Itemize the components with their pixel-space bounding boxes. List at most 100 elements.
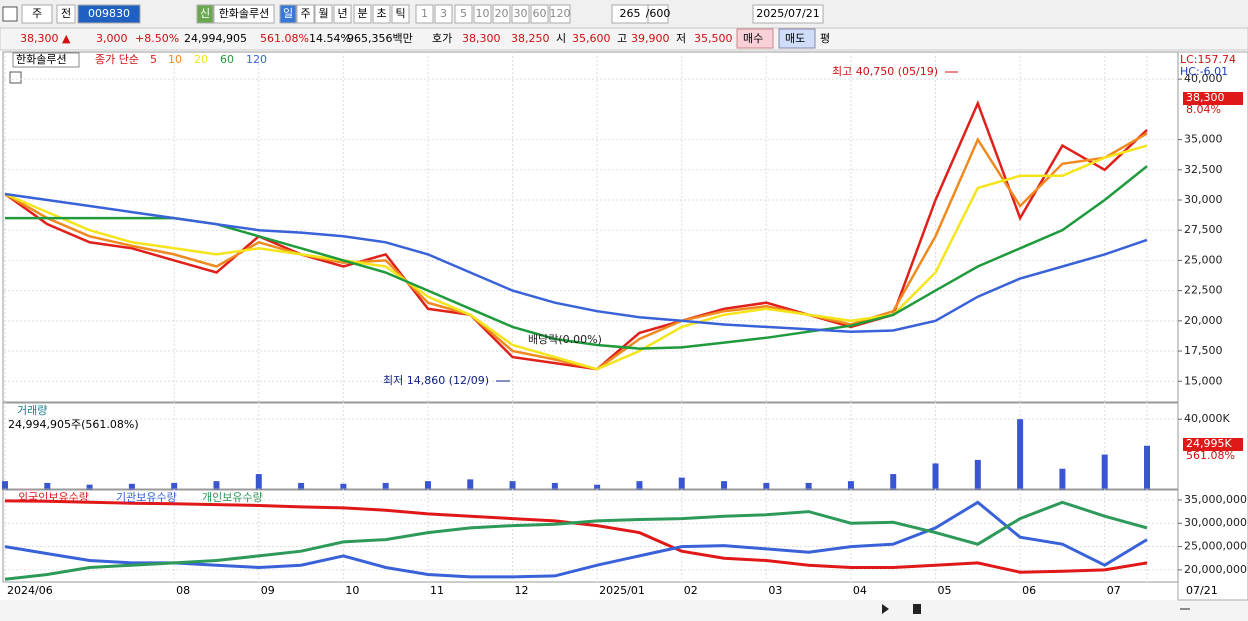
toolbar-text[interactable]: 2025/07/21: [756, 7, 819, 20]
toolbar-button[interactable]: [473, 4, 492, 24]
y-tick-label: 27,500: [1184, 223, 1223, 236]
toolbar-button[interactable]: [549, 4, 571, 24]
legend-entry[interactable]: 60: [220, 53, 234, 66]
toolbar-button[interactable]: [530, 4, 549, 24]
y-tick-label: 25,000,000: [1184, 540, 1247, 553]
toolbar-text[interactable]: 주: [300, 7, 310, 20]
toolbar-text[interactable]: 1: [421, 7, 428, 20]
play-icon[interactable]: [882, 604, 889, 614]
series-line: [4, 192, 1148, 333]
last-price-label: 38,300: [1186, 91, 1225, 104]
toolbar-text[interactable]: 10: [476, 7, 490, 20]
bottom-controls: [882, 604, 1190, 614]
legend-entry[interactable]: 10: [168, 53, 182, 66]
stop-icon[interactable]: [913, 604, 921, 614]
toolbar-button[interactable]: [511, 4, 530, 24]
toolbar-text[interactable]: 60: [533, 7, 547, 20]
toolbar-button[interactable]: [213, 4, 275, 24]
x-tick-label: 09: [261, 584, 275, 597]
volume-bar: [1144, 445, 1150, 490]
panel-frame: [2, 401, 1179, 491]
sell-button[interactable]: [778, 28, 816, 49]
last-volume-box: [1183, 438, 1243, 451]
x-tick-label: 03: [768, 584, 782, 597]
toolbar-text[interactable]: 틱: [395, 7, 405, 20]
toolbar-text[interactable]: 3: [440, 7, 447, 20]
volume-bar: [932, 463, 939, 490]
toolbar-text[interactable]: 전: [61, 7, 71, 20]
volume-bar: [551, 482, 558, 490]
toolbar-text[interactable]: /600: [646, 7, 671, 20]
legend-entry[interactable]: 120: [246, 53, 267, 66]
toolbar-button[interactable]: [333, 4, 352, 24]
toolbar-button[interactable]: [296, 4, 315, 24]
x-tick-label: 2024/06: [7, 584, 53, 597]
legend-entry[interactable]: 개인보유수량: [202, 491, 263, 504]
x-tick-label: 10: [345, 584, 359, 597]
toolbar-button[interactable]: [56, 4, 76, 24]
table-icon[interactable]: [9, 71, 22, 84]
stock-name: 한화솔루션: [16, 53, 67, 66]
toolbar-text[interactable]: 20: [495, 7, 509, 20]
legend-entry[interactable]: 외국인보유수량: [18, 491, 89, 504]
toolbar-button[interactable]: [77, 4, 141, 24]
y-tick-label: 25,000: [1184, 253, 1223, 266]
toolbar-text[interactable]: 009830: [88, 7, 130, 20]
info-text: 시: [556, 32, 566, 45]
y-tick-label: 40,000K: [1184, 412, 1230, 425]
volume-subtitle: 24,994,905주(561.08%): [8, 418, 139, 431]
y-tick-label: 17,500: [1184, 344, 1223, 357]
toolbar-button[interactable]: [434, 4, 453, 24]
y-tick-label: 22,500: [1184, 284, 1223, 297]
toolbar-text[interactable]: 265: [620, 7, 641, 20]
toolbar-button[interactable]: [415, 4, 434, 24]
info-text: 561.08%: [260, 32, 309, 45]
toolbar-text[interactable]: 신: [200, 7, 210, 20]
toolbar-text[interactable]: 분: [357, 7, 367, 20]
info-bg: [0, 27, 1248, 51]
toolbar-button[interactable]: [21, 4, 53, 24]
toolbar-text[interactable]: 일: [283, 6, 293, 20]
volume-bar: [847, 481, 854, 490]
toolbar-button[interactable]: [454, 4, 473, 24]
toolbar-text[interactable]: 년: [337, 7, 347, 20]
legend-entry[interactable]: 20: [194, 53, 208, 66]
toolbar-button[interactable]: [492, 4, 511, 24]
toolbar-button[interactable]: [391, 4, 410, 24]
x-tick-label: 05: [938, 584, 952, 597]
toolbar-button[interactable]: [279, 4, 297, 24]
info-text[interactable]: 매수: [743, 32, 763, 45]
y-tick-label: 40,000: [1184, 72, 1223, 85]
volume-bar: [890, 474, 897, 490]
toolbar-button[interactable]: [372, 4, 391, 24]
last-volume-label: 24,995K: [1186, 437, 1232, 450]
hc-label: HC:-6.01: [1180, 65, 1228, 78]
toolbar-text[interactable]: 5: [460, 7, 467, 20]
toolbar-button[interactable]: [647, 4, 669, 24]
toolbar-button[interactable]: [353, 4, 372, 24]
toolbar-button[interactable]: [314, 4, 333, 24]
toolbar-button[interactable]: [196, 4, 214, 24]
info-text: 3,000: [96, 32, 128, 45]
toolbar-text[interactable]: 30: [514, 7, 528, 20]
info-text[interactable]: 매도: [785, 32, 805, 45]
legend-title: 종가 단순: [95, 53, 139, 66]
legend-entry[interactable]: 기관보유수량: [116, 491, 177, 504]
buy-button[interactable]: [736, 28, 774, 49]
legend-entry[interactable]: 5: [150, 53, 157, 66]
toolbar-text[interactable]: 주: [32, 7, 42, 20]
toolbar-text[interactable]: 한화솔루션: [219, 7, 270, 20]
y-tick-label: 15,000: [1184, 374, 1223, 387]
toolbar-button[interactable]: [752, 4, 824, 24]
menu-icon[interactable]: [2, 6, 18, 22]
volume-title: 거래량: [17, 404, 47, 417]
x-tick-label: 07: [1107, 584, 1121, 597]
toolbar-text[interactable]: 월: [318, 7, 328, 20]
last-price-box: [1183, 92, 1243, 105]
info-text[interactable]: 평: [820, 32, 830, 45]
volume-bar: [340, 483, 347, 490]
series-line: [4, 500, 1148, 581]
info-text: 고: [617, 32, 627, 45]
toolbar-text[interactable]: 120: [550, 7, 571, 20]
toolbar-text[interactable]: 초: [376, 7, 386, 20]
